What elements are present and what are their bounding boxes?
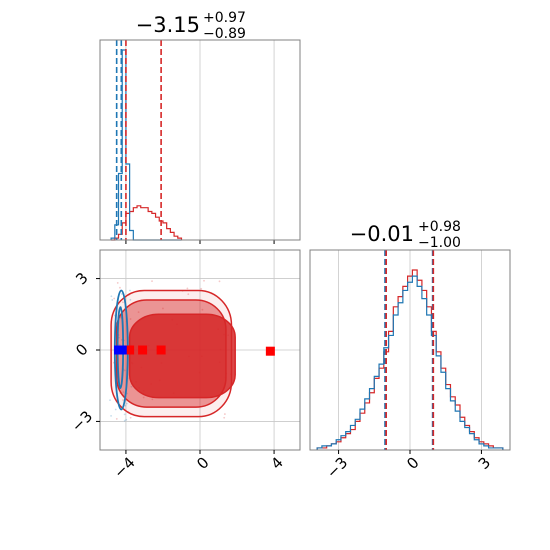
- scatter-point: [124, 404, 127, 407]
- tick-label-y-param2: 0: [72, 340, 91, 359]
- scatter-point: [122, 399, 124, 401]
- title-param1-plus: +0.97: [203, 10, 246, 26]
- scatter-point: [129, 298, 132, 301]
- scatter-point: [142, 396, 145, 399]
- title-param1-value: −3.15: [136, 13, 200, 37]
- marker-red: [138, 345, 148, 355]
- contour-red-outermost: [110, 289, 233, 418]
- tick-label-x-param2: −3: [323, 454, 351, 482]
- scatter-point: [122, 391, 125, 394]
- scatter-point: [116, 282, 119, 284]
- scatter-point: [110, 295, 113, 298]
- scatter-point: [125, 402, 128, 405]
- tick-label-x-param1: −4: [110, 454, 138, 482]
- scatter-point: [120, 293, 123, 295]
- scatter-point: [129, 416, 132, 419]
- scatter-point: [110, 414, 112, 417]
- scatter-point: [125, 418, 128, 421]
- scatter-point: [130, 385, 133, 388]
- marker-blue: [117, 345, 127, 355]
- scatter-point: [123, 419, 126, 422]
- scatter-point: [201, 308, 204, 311]
- scatter-point: [223, 413, 226, 415]
- marker-red: [156, 345, 166, 355]
- contour-red-inner: [128, 313, 236, 399]
- title-param1-minus: −0.89: [203, 26, 246, 42]
- title-param2-value: −0.01: [350, 222, 414, 246]
- scatter-point: [200, 287, 203, 290]
- scatter-point: [109, 399, 111, 402]
- scatter-point: [151, 398, 154, 401]
- tick-label-x-param2: 3: [475, 454, 494, 473]
- scatter-point: [114, 408, 117, 411]
- scatter-point: [123, 369, 126, 372]
- histogram-red-param2: [316, 269, 504, 450]
- histogram-blue-param2: [316, 275, 504, 450]
- tick-label-x-param2: 0: [403, 454, 422, 473]
- tick-label-y-param2: 3: [72, 269, 91, 288]
- tick-label-x-param1: 4: [267, 454, 286, 473]
- tick-label-y-param2: −3: [68, 407, 96, 435]
- scatter-point: [111, 299, 114, 301]
- marker-red: [265, 346, 275, 356]
- panel-frame-param1: [99, 39, 301, 241]
- scatter-point: [187, 293, 190, 296]
- histogram-red-param1: [111, 205, 183, 241]
- marker-red: [125, 345, 135, 355]
- scatter-point: [123, 413, 126, 416]
- scatter-point: [113, 297, 116, 300]
- title-param2-plus: +0.98: [418, 219, 461, 235]
- scatter-point: [151, 280, 153, 283]
- joint-panel: −4 0 4 −3 0 3: [68, 249, 301, 482]
- scatter-point: [118, 343, 121, 346]
- scatter-point: [129, 318, 132, 320]
- tick-label-x-param1: 0: [193, 454, 212, 473]
- scatter-point: [122, 301, 124, 304]
- scatter-point: [203, 279, 205, 282]
- scatter-point: [115, 418, 118, 420]
- title-param2-minus: −1.00: [418, 235, 461, 251]
- scatter-point: [129, 289, 131, 292]
- scatter-point: [162, 307, 164, 310]
- scatter-point: [119, 286, 121, 289]
- scatter-point: [137, 311, 140, 314]
- scatter-point: [186, 287, 189, 290]
- scatter-point: [223, 416, 226, 419]
- scatter-point: [218, 280, 221, 283]
- marginal-panel-param1: [99, 39, 301, 244]
- marginal-panel-param2: −3 0 3: [309, 249, 511, 482]
